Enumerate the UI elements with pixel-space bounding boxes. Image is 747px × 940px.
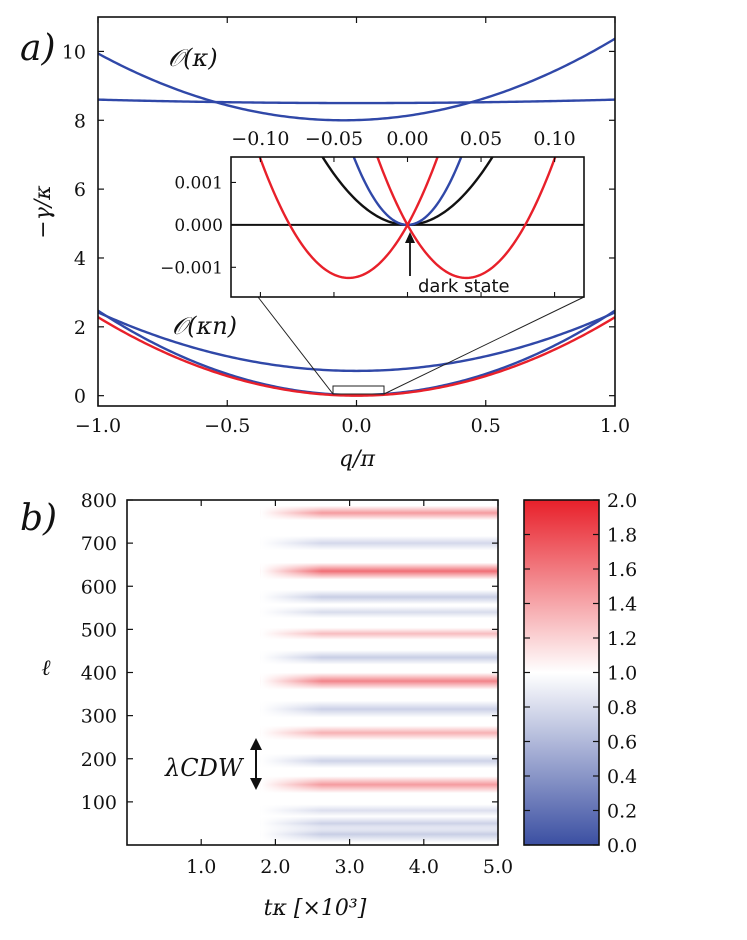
panel-b-xlabel: tκ [×10³] [264,896,367,921]
curve-upper-band-2 [98,98,615,105]
inset-ytick-label: 0.001 [174,173,223,193]
panel-b-ytick-label: 600 [81,576,117,598]
colorbar-tick-label: 1.6 [607,559,637,581]
colorbar-tick-label: 1.4 [607,594,637,616]
annotation-order-kappa: 𝒪(κ) [168,44,218,72]
panel-a-xtick-label: 0.0 [341,415,371,437]
panel-a-ytick-label: 6 [74,179,86,201]
zoom-line-right [383,296,585,395]
panel-a-ytick-label: 0 [74,386,86,408]
dark-state-label: dark state [418,276,510,297]
zoom-box [332,385,385,395]
panel-b-xtick-label: 3.0 [334,856,364,878]
heatmap-onset-fade [260,500,322,845]
curve-lower-band-blue-1 [98,311,615,373]
panel-b-xtick-label: 5.0 [483,856,513,878]
panel-a-ticks: −1.0 −0.5 0.0 0.5 1.0 0 2 4 6 8 10 [62,17,630,437]
inset-xtick-label: 0.00 [386,128,428,150]
colorbar-tick-label: 0.2 [607,801,637,823]
inset-xtick-label: 0.10 [533,128,575,150]
panel-a-label: a) [20,28,56,69]
panel-b-ylabel: ℓ [41,656,51,681]
inset-xtick-label: −0.05 [305,128,363,150]
panel-b-ytick-label: 800 [81,490,117,512]
heatmap [127,500,498,845]
panel-b-label: b) [20,498,57,539]
panel-a-ytick-label: 8 [74,110,86,132]
colorbar-ticks: 0.0 0.2 0.4 0.6 0.8 1.0 1.2 1.4 1.6 1.8 2.0 [524,490,637,857]
colorbar-tick-label: 1.2 [607,628,637,650]
panel-a-ytick-label: 4 [74,248,86,270]
inset-ytick-label: −0.001 [160,258,223,278]
colorbar-tick-label: 0.0 [607,835,637,857]
colorbar-tick-label: 0.8 [607,697,637,719]
panel-b-xtick-label: 2.0 [260,856,290,878]
panel-a-ytick-label: 2 [74,317,86,339]
inset-xtick-label: −0.10 [231,128,289,150]
colorbar [523,499,600,846]
inset-ytick-label: 0.000 [174,216,223,236]
panel-b-ytick-label: 500 [81,619,117,641]
colorbar-tick-label: 1.0 [607,663,637,685]
panel-a-xtick-label: 0.5 [471,415,501,437]
panel-b-ytick-label: 700 [81,533,117,555]
panel-a-ylabel: −γ/κ [31,185,56,239]
panel-a-xlabel: q/π [339,447,375,472]
colorbar-tick-label: 0.4 [607,766,637,788]
zoom-line-left [257,296,334,395]
panel-a-xtick-label: 1.0 [600,415,630,437]
lambda-cdw-label: λCDW [164,754,245,782]
annotation-order-kappa-n: 𝒪(κn) [172,312,237,340]
lambda-cdw-arrowhead-down [250,778,262,790]
panel-a-xtick-label: −0.5 [204,415,250,437]
curve-lower-band-red [98,316,615,397]
colorbar-tick-label: 2.0 [607,490,637,512]
panel-b-xtick-label: 4.0 [409,856,439,878]
panel-a-xtick-label: −1.0 [75,415,121,437]
colorbar-tick-label: 1.8 [607,525,637,547]
inset-curve-red-right [376,157,557,280]
panel-b-ytick-label: 300 [81,706,117,728]
panel-a-ytick-label: 10 [62,41,86,63]
lambda-cdw-arrowhead-up [250,738,262,750]
panel-b-ticks: 1.0 2.0 3.0 4.0 5.0 100 200 300 400 500 600 700 800 [81,490,513,878]
panel-b-xtick-label: 1.0 [186,856,216,878]
curve-upper-band-1 [98,37,615,122]
panel-b-ytick-label: 400 [81,663,117,685]
inset-curves [231,157,584,280]
inset-xtick-label: 0.05 [460,128,502,150]
dark-state-arrowhead [405,232,415,243]
colorbar-tick-label: 0.6 [607,732,637,754]
inset-ticks: −0.10 −0.05 0.00 0.05 0.10 0.001 0.000 −0.001 [160,128,576,297]
panel-b-ytick-label: 100 [81,792,117,814]
panel-a-curves [98,37,615,397]
panel-b-ytick-label: 200 [81,749,117,771]
